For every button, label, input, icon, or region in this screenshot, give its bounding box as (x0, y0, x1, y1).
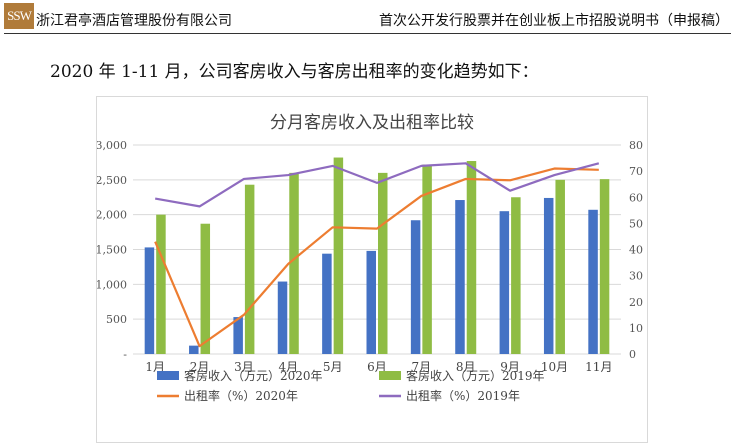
y-left-tick-label: 1,000 (97, 278, 127, 291)
bar-revenue-2019 (378, 172, 388, 354)
y-right-tick-label: 70 (629, 165, 643, 178)
bar-revenue-2019 (289, 172, 299, 354)
y-left-tick-label: 500 (106, 313, 127, 326)
x-tick-label: 7月 (412, 360, 432, 374)
page-header: SSW 浙江君亭酒店管理股份有限公司 首次公开发行股票并在创业板上市招股说明书（… (0, 0, 737, 34)
y-right-tick-label: 60 (629, 191, 643, 204)
bar-revenue-2019 (200, 223, 211, 354)
x-tick-label: 1月 (145, 360, 165, 374)
legend-label: 出租率（%）2019年 (406, 388, 520, 403)
y-left-tick-label: - (123, 348, 127, 361)
x-tick-label: 10月 (541, 360, 568, 374)
y-right-tick-label: 10 (629, 322, 643, 335)
legend-swatch (379, 371, 401, 380)
x-tick-label: 8月 (456, 360, 476, 374)
y-right-tick-label: 0 (629, 348, 636, 361)
bar-revenue-2019 (599, 179, 610, 354)
bar-revenue-2019 (333, 157, 344, 354)
bar-revenue-2019 (156, 214, 166, 354)
bar-revenue-2020 (144, 247, 155, 354)
bar-revenue-2020 (588, 209, 598, 354)
bar-revenue-2019 (555, 179, 565, 354)
line-occupancy-2020 (154, 167, 599, 348)
y-right-tick-label: 80 (629, 139, 643, 152)
header-divider (4, 33, 731, 34)
x-tick-label: 4月 (278, 360, 298, 374)
bar-revenue-2019 (244, 184, 255, 354)
intro-paragraph: 2020 年 1-11 月，公司客房收入与客房出租率的变化趋势如下： (50, 62, 539, 82)
bar-revenue-2020 (366, 250, 376, 354)
legend-label: 客房收入（万元）2020年 (184, 368, 323, 383)
chart-frame: 分月客房收入及出租率比较 -500 1,000 1,500 2,000 2,500 3,00… (96, 96, 648, 443)
bar-revenue-2020 (543, 197, 554, 354)
legend-label: 出租率（%）2020年 (184, 388, 298, 403)
y-right-tick-label: 20 (629, 296, 643, 309)
bar-revenue-2020 (189, 345, 199, 354)
y-left-tick-label: 3,000 (97, 139, 127, 152)
chart-title: 分月客房收入及出租率比较 (270, 113, 474, 133)
x-tick-label: 2月 (190, 360, 210, 374)
revenue-occupancy-chart: 分月客房收入及出租率比较-5001,0001,5002,0002,5003,00… (96, 113, 644, 403)
x-tick-label: 3月 (234, 360, 254, 374)
bar-revenue-2020 (455, 200, 465, 354)
legend-label: 客房收入（万元）2019年 (406, 368, 545, 383)
legend-swatch (157, 371, 179, 380)
line-occupancy-2019 (154, 162, 600, 208)
y-left-tick-label: 2,500 (97, 174, 127, 187)
y-right-tick-label: 30 (629, 270, 643, 283)
y-left-tick-label: 2,000 (97, 209, 127, 222)
bar-revenue-2019 (511, 197, 521, 354)
bar-revenue-2020 (277, 281, 288, 354)
y-right-tick-label: 50 (629, 217, 643, 230)
x-tick-label: 9月 (500, 360, 520, 374)
document-title: 首次公开发行股票并在创业板上市招股说明书（申报稿） (379, 13, 729, 29)
bar-revenue-2019 (466, 161, 477, 354)
y-right-tick-label: 40 (629, 244, 643, 257)
x-tick-label: 6月 (367, 360, 387, 374)
x-tick-label: 5月 (323, 360, 343, 374)
bar-revenue-2020 (499, 211, 510, 354)
bar-revenue-2020 (322, 253, 332, 354)
bar-revenue-2020 (233, 317, 243, 354)
y-left-tick-label: 1,500 (97, 244, 127, 257)
company-name: 浙江君亭酒店管理股份有限公司 (36, 13, 232, 29)
bar-revenue-2020 (410, 220, 421, 354)
company-logo: SSW (4, 3, 34, 29)
x-tick-label: 11月 (585, 360, 612, 374)
bar-revenue-2019 (422, 164, 432, 354)
